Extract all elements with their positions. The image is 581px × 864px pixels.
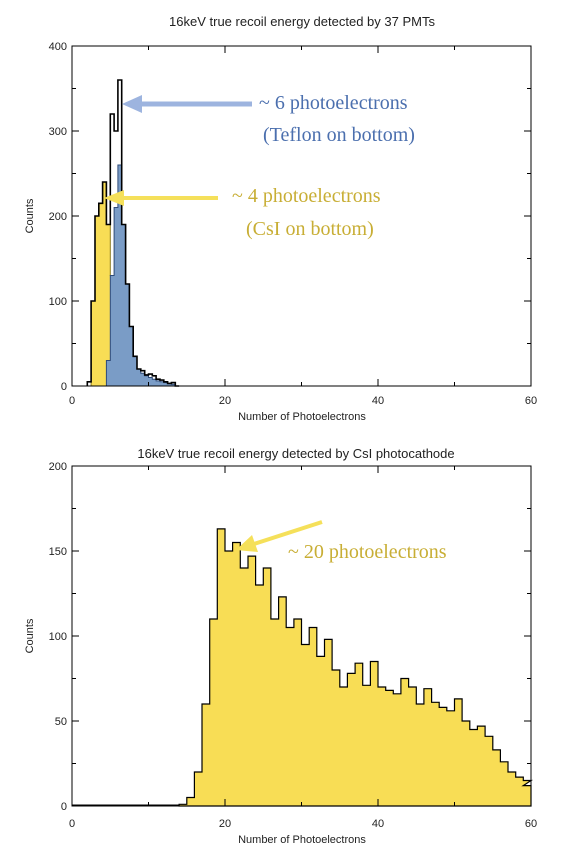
bottom-xtick-40: 40 bbox=[372, 818, 384, 830]
top-ytick-200: 200 bbox=[49, 211, 67, 223]
bottom-xtick-20: 20 bbox=[219, 818, 231, 830]
teflon-annotation: ~ 6 photoelectrons (Teflon on bottom) bbox=[122, 92, 415, 146]
bottom-chart: 16keV true recoil energy detected by CsI… bbox=[24, 446, 537, 846]
top-x-axis-label: Number of Photoelectrons bbox=[238, 411, 366, 423]
csi-photocathode-histogram bbox=[178, 528, 533, 807]
top-y-axis-label: Counts bbox=[24, 198, 36, 233]
bottom-annotation-text: ~ 20 photoelectrons bbox=[288, 541, 447, 563]
csi-arrow-head bbox=[104, 190, 124, 206]
bottom-ticks bbox=[71, 465, 532, 807]
bottom-chart-title: 16keV true recoil energy detected by CsI… bbox=[137, 446, 454, 461]
bottom-arrow-head bbox=[236, 535, 258, 552]
bottom-ytick-50: 50 bbox=[55, 716, 67, 728]
bottom-annotation: ~ 20 photoelectrons bbox=[236, 520, 447, 563]
top-xtick-40: 40 bbox=[372, 395, 384, 407]
combined-histogram-outline bbox=[86, 79, 180, 387]
csi-annotation: ~ 4 photoelectrons (CsI on bottom) bbox=[104, 185, 381, 240]
bottom-xtick-0: 0 bbox=[69, 818, 75, 830]
bottom-series-layer bbox=[72, 528, 533, 807]
bottom-ytick-150: 150 bbox=[49, 546, 67, 558]
top-ytick-0: 0 bbox=[61, 381, 67, 393]
bottom-xtick-60: 60 bbox=[525, 818, 537, 830]
top-ytick-400: 400 bbox=[49, 41, 67, 53]
top-ytick-300: 300 bbox=[49, 126, 67, 138]
bottom-y-axis-label: Counts bbox=[24, 618, 36, 653]
top-series-layer bbox=[86, 79, 180, 387]
top-ytick-100: 100 bbox=[49, 296, 67, 308]
teflon-arrow-head bbox=[122, 95, 142, 113]
bottom-x-axis-label: Number of Photoelectrons bbox=[238, 834, 366, 846]
top-ticks bbox=[71, 45, 532, 387]
top-chart-title: 16keV true recoil energy detected by 37 … bbox=[169, 14, 435, 29]
bottom-ytick-200: 200 bbox=[49, 461, 67, 473]
top-xtick-20: 20 bbox=[219, 395, 231, 407]
bottom-arrow-shaft bbox=[253, 520, 323, 546]
top-chart: 16keV true recoil energy detected by 37 … bbox=[24, 14, 537, 423]
teflon-annotation-line-2: (Teflon on bottom) bbox=[263, 124, 415, 146]
top-xtick-0: 0 bbox=[69, 395, 75, 407]
csi-annotation-line-1: ~ 4 photoelectrons bbox=[232, 185, 381, 207]
bottom-ytick-0: 0 bbox=[61, 801, 67, 813]
csi-annotation-line-2: (CsI on bottom) bbox=[246, 218, 374, 240]
top-xtick-60: 60 bbox=[525, 395, 537, 407]
teflon-annotation-line-1: ~ 6 photoelectrons bbox=[259, 92, 408, 114]
bottom-ytick-100: 100 bbox=[49, 631, 67, 643]
